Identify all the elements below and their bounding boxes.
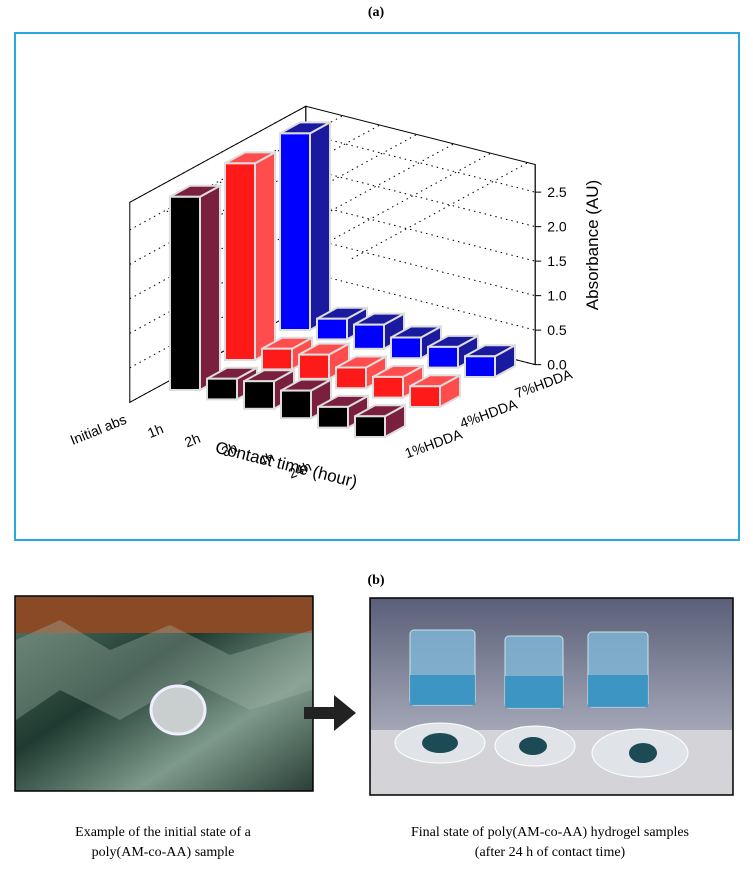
caption-line: Example of the initial state of a bbox=[75, 825, 252, 840]
bar bbox=[427, 334, 479, 370]
bar-front bbox=[243, 380, 275, 410]
z-tick-label: 1.0 bbox=[547, 288, 567, 304]
bar bbox=[353, 311, 405, 351]
z-tick-label: 1.5 bbox=[547, 253, 567, 269]
bar-front bbox=[279, 132, 311, 331]
bar-front bbox=[224, 162, 256, 361]
caption-line: (after 24 h of contact time) bbox=[475, 845, 626, 860]
photo-initial bbox=[14, 595, 314, 792]
bar-side bbox=[309, 120, 331, 332]
bar bbox=[224, 150, 276, 362]
bar-front bbox=[353, 323, 385, 350]
bar-front bbox=[169, 195, 201, 391]
bar-front bbox=[390, 336, 422, 360]
z-tick-label: 0.0 bbox=[547, 357, 567, 373]
panel-label: (a) bbox=[368, 5, 385, 20]
z-tick-label: 2.0 bbox=[547, 219, 567, 235]
bar bbox=[464, 343, 516, 379]
captions: Example of the initial state of a poly(AM… bbox=[75, 825, 689, 860]
bar-side bbox=[199, 184, 221, 392]
x-tick-label: 1h bbox=[145, 420, 165, 441]
series-label: 7%HDDA bbox=[513, 365, 575, 401]
floor-grid bbox=[314, 152, 492, 250]
x-axis-title: Contact time (hour) bbox=[213, 438, 359, 492]
panel-frame bbox=[14, 32, 740, 541]
bar-front bbox=[372, 375, 404, 399]
bar-front bbox=[298, 353, 330, 380]
bar bbox=[279, 120, 331, 332]
panel-label: (b) bbox=[367, 573, 384, 588]
bar bbox=[372, 364, 424, 400]
bar bbox=[354, 403, 406, 439]
photo-final bbox=[369, 597, 734, 796]
series-label: 1%HDDA bbox=[403, 425, 465, 461]
x-tick-label: 4h bbox=[256, 449, 276, 470]
floor-grid bbox=[351, 162, 529, 260]
z-tick-label: 0.5 bbox=[547, 322, 567, 338]
bar bbox=[390, 324, 442, 360]
bar bbox=[169, 184, 221, 392]
z-tick-label: 2.5 bbox=[547, 184, 567, 200]
x-tick-label: Initial abs bbox=[68, 411, 129, 448]
bar-front bbox=[206, 377, 238, 401]
bar-side bbox=[254, 150, 276, 362]
floor-grid bbox=[129, 105, 307, 203]
bar-front bbox=[335, 366, 367, 390]
x-tick-label: 2h bbox=[182, 430, 202, 451]
bar-front bbox=[354, 415, 386, 438]
bar-front bbox=[427, 345, 459, 369]
bar-front bbox=[316, 317, 348, 341]
bar-front bbox=[261, 347, 293, 371]
caption-line: poly(AM-co-AA) sample bbox=[92, 845, 235, 860]
bar-front bbox=[280, 389, 312, 420]
x-tick-label: 3h bbox=[219, 439, 239, 460]
bar-front bbox=[317, 405, 349, 429]
bar-front bbox=[464, 355, 496, 378]
bar-front bbox=[409, 385, 441, 408]
caption-line: Final state of poly(AM-co-AA) hydrogel s… bbox=[411, 825, 689, 840]
bar bbox=[409, 373, 461, 409]
series-label: 4%HDDA bbox=[458, 395, 520, 431]
arrow bbox=[304, 695, 356, 731]
z-axis-title: Absorbance (AU) bbox=[583, 180, 602, 310]
bar bbox=[335, 354, 387, 390]
